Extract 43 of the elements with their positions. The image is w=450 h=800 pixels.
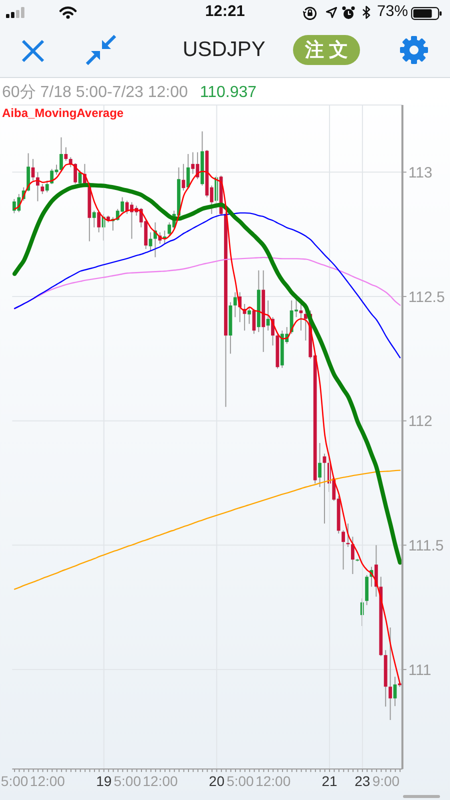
candlestick	[40, 184, 44, 195]
x-tick-label: 20	[208, 773, 225, 789]
x-tick-label: 21	[322, 773, 338, 789]
candlestick	[350, 536, 354, 575]
x-tick-label: 5:00	[0, 773, 28, 789]
text: 12:21	[205, 3, 245, 21]
text: 73%	[377, 3, 408, 21]
candlestick	[26, 152, 30, 192]
y-tick-label: 112.5	[408, 288, 445, 306]
candlestick	[318, 442, 322, 488]
candlestick	[191, 152, 195, 174]
candlestick	[92, 210, 96, 228]
x-tick-label: 12:00	[30, 773, 66, 789]
x-tick-label: 5:00	[114, 773, 142, 789]
candlestick	[64, 146, 68, 162]
annotation: Aiba_MovingAverage	[2, 106, 124, 120]
x-tick-label: 19	[96, 773, 112, 789]
chart-subtitle: 60分 7/18 5:00-7/23 12:00	[2, 83, 188, 103]
candlestick	[50, 168, 54, 185]
candlestick	[186, 153, 190, 190]
line-series	[12, 182, 402, 565]
candlestick	[97, 210, 101, 233]
candlestick	[342, 530, 345, 570]
x-tick-label: 9:00	[372, 773, 400, 789]
line-series	[14, 212, 401, 358]
y-tick-label: 111.5	[408, 538, 444, 555]
x-tick-label: 23	[354, 773, 370, 789]
x-tick-label: 12:00	[256, 773, 291, 789]
candlestick	[233, 292, 237, 318]
y-tick-label: 113	[408, 164, 432, 182]
candlestick	[266, 300, 270, 332]
chart-title: USDJPY	[182, 38, 266, 62]
x-tick-label: 12:00	[142, 773, 178, 789]
x-tick-label: 5:00	[226, 773, 254, 789]
candlestick	[45, 180, 49, 193]
candlestick	[388, 626, 392, 721]
y-tick-label: 111	[408, 662, 432, 679]
order-button: 注文	[293, 35, 360, 65]
candlestick	[248, 306, 251, 324]
text: 110.937	[200, 84, 257, 102]
candlestick	[182, 163, 186, 192]
y-tick-label: 112	[408, 413, 432, 430]
line-series	[14, 256, 401, 310]
